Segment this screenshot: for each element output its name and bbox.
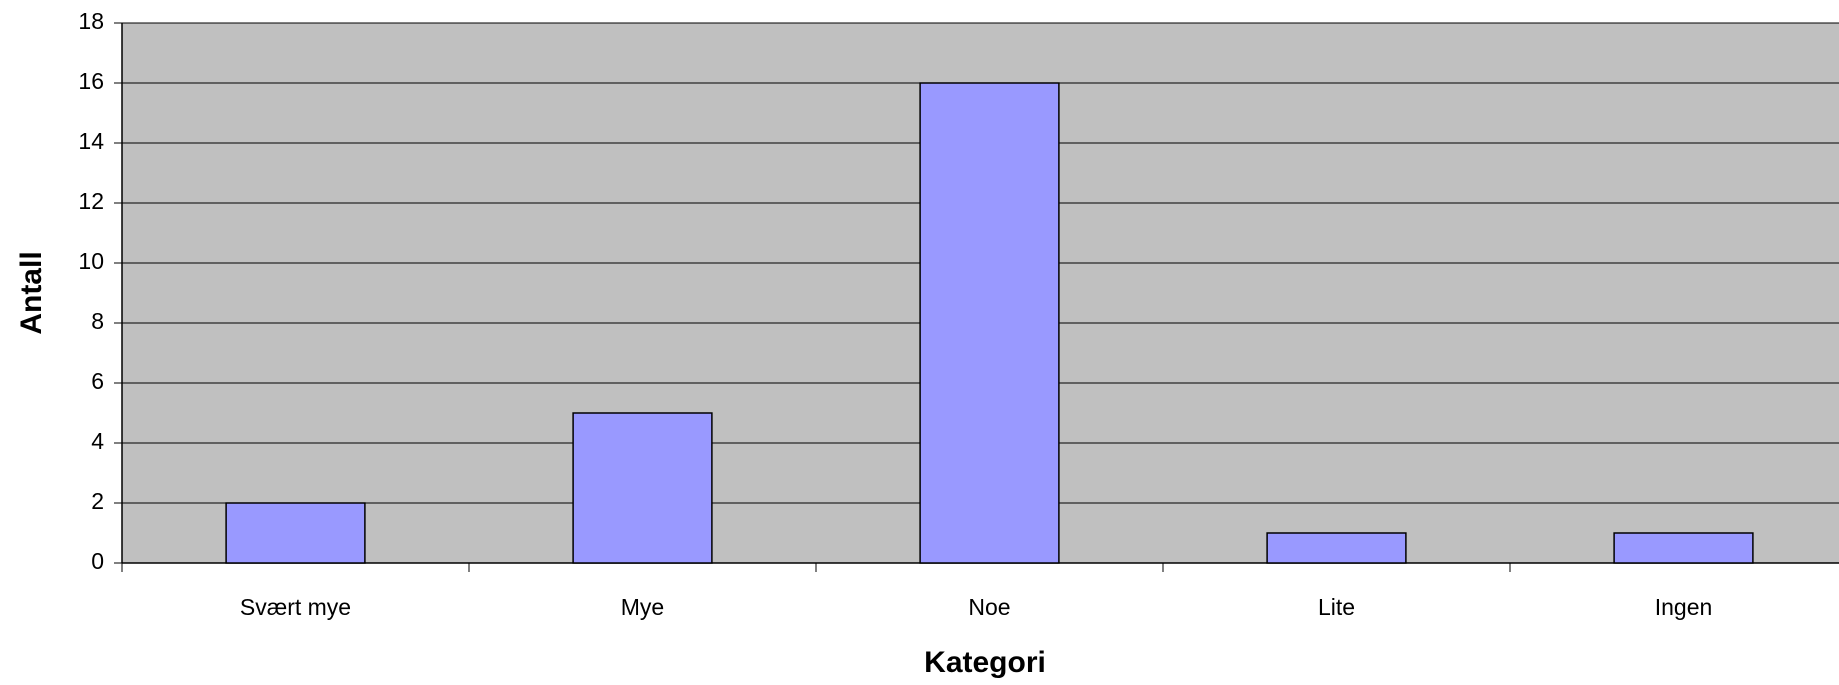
y-tick-label: 16: [78, 68, 104, 94]
bar: [572, 412, 713, 564]
y-tick-label: 18: [78, 8, 104, 34]
x-tick-label: Ingen: [1655, 594, 1713, 620]
x-tick-label: Svært mye: [240, 594, 351, 620]
y-tick-label: 4: [91, 428, 104, 454]
y-tick-label: 14: [78, 128, 104, 154]
bar: [1266, 532, 1407, 564]
bar: [1613, 532, 1754, 564]
y-tick-label: 2: [91, 488, 104, 514]
y-tick-label: 0: [91, 548, 104, 574]
y-tick-label: 6: [91, 368, 104, 394]
y-tick-label: 8: [91, 308, 104, 334]
x-tick-label: Mye: [621, 594, 664, 620]
bar: [919, 82, 1060, 564]
bar: [225, 502, 366, 564]
x-axis-title: Kategori: [924, 646, 1046, 679]
y-tick-label: 12: [78, 188, 104, 214]
x-tick-label: Lite: [1318, 594, 1355, 620]
y-axis-title: Antall: [15, 251, 48, 334]
x-tick-label: Noe: [968, 594, 1010, 620]
y-tick-label: 10: [78, 248, 104, 274]
